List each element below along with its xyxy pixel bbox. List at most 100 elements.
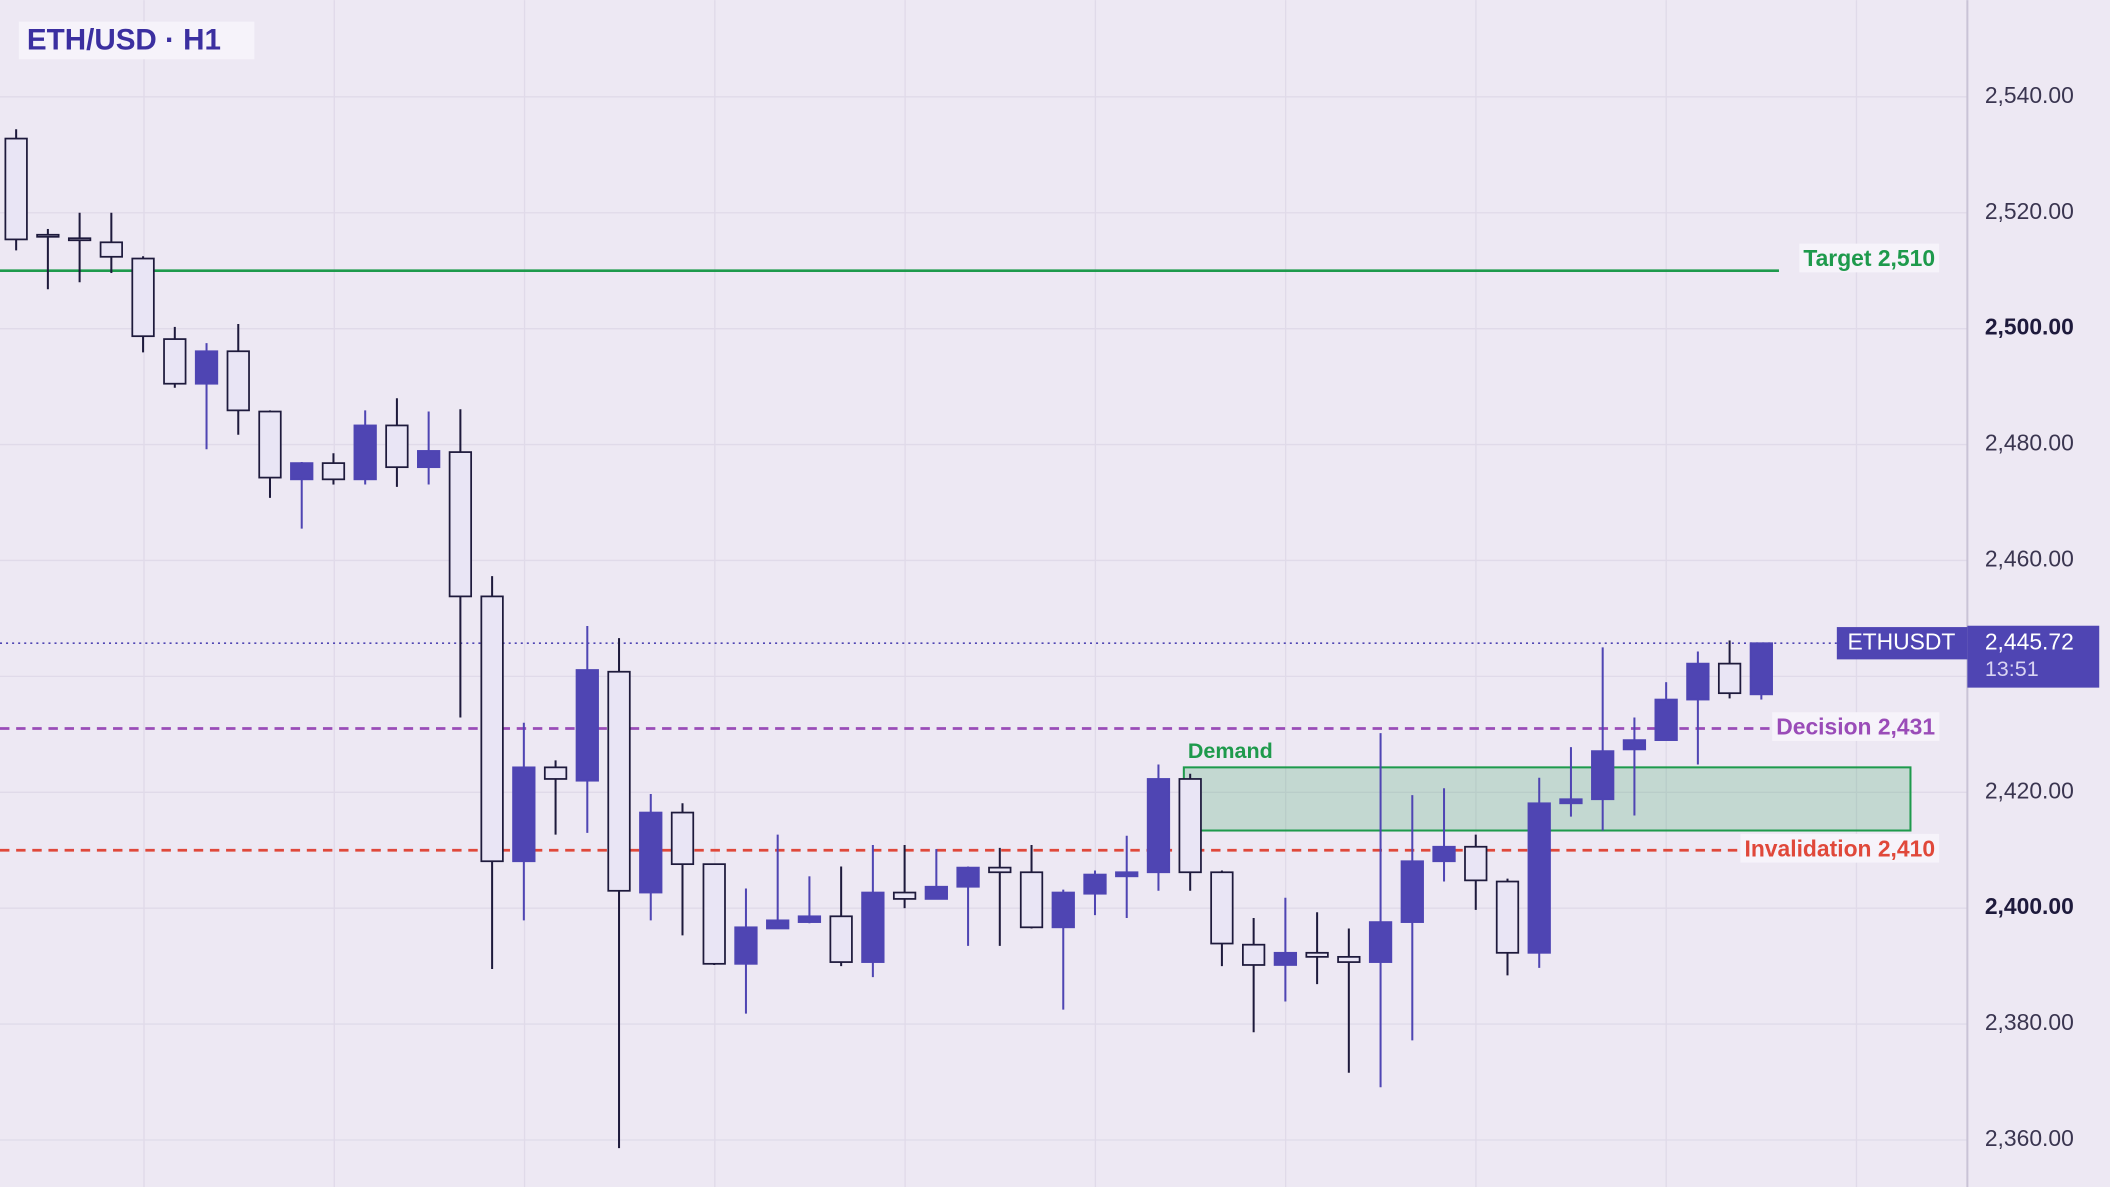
chart-title: ETH/USD · H1	[27, 24, 221, 57]
candle	[385, 398, 409, 487]
candle-body	[988, 866, 1012, 874]
candle-body	[1019, 871, 1044, 929]
candle-body	[385, 424, 409, 469]
candle	[1559, 747, 1583, 817]
candle-body	[321, 462, 346, 481]
candle-body	[734, 926, 758, 965]
candle-body	[1717, 662, 1742, 695]
candle	[290, 461, 314, 529]
price-tag: 2,445.72	[1985, 628, 2074, 654]
candle-body	[892, 891, 917, 900]
candle-body	[1178, 778, 1202, 874]
candle	[861, 845, 885, 978]
candle	[1178, 773, 1202, 891]
candle	[512, 722, 536, 921]
candle-body	[194, 350, 219, 385]
y-tick-label: 2,540.00	[1985, 82, 2074, 108]
symbol-tag-bg	[1836, 627, 1968, 660]
candle	[1749, 642, 1773, 700]
y-tick-label: 2,380.00	[1985, 1009, 2074, 1035]
candle-body	[766, 919, 790, 930]
level-label: Target 2,510	[1803, 245, 1935, 271]
candle	[1146, 764, 1171, 891]
candle	[448, 409, 473, 718]
candle-body	[1749, 642, 1773, 696]
candle-body	[1686, 662, 1710, 701]
candle	[1400, 795, 1424, 1041]
candle	[4, 129, 28, 251]
level-label: Decision 2,431	[1776, 714, 1935, 740]
candle-body	[417, 450, 441, 469]
candle-body	[607, 670, 631, 892]
candle	[1432, 788, 1456, 882]
candle-body	[924, 885, 948, 900]
candle	[670, 803, 695, 936]
candle-body	[353, 424, 377, 481]
candle-body	[829, 915, 853, 963]
candle	[67, 212, 92, 283]
candle-body	[1527, 802, 1551, 954]
candle-body	[1115, 871, 1139, 878]
candle-body	[702, 863, 726, 965]
candle	[702, 863, 726, 965]
candle-body	[956, 866, 980, 888]
candle	[892, 845, 917, 909]
overlay: ETH/USD · H1	[18, 21, 255, 60]
candle-body	[1051, 891, 1075, 929]
candle	[1305, 912, 1329, 985]
candle-body	[4, 137, 28, 241]
candle-body	[163, 338, 187, 385]
y-tick-label: 2,480.00	[1985, 430, 2074, 456]
candle-body	[1305, 951, 1329, 958]
candle	[99, 212, 123, 274]
candle	[1019, 845, 1044, 929]
y-tick-label: 2,420.00	[1985, 777, 2074, 803]
candle	[417, 411, 441, 485]
candle-body	[1464, 845, 1488, 882]
candle-body	[1146, 778, 1171, 874]
candle	[1495, 878, 1520, 976]
candle	[1242, 918, 1266, 1033]
candle-body	[1083, 873, 1107, 895]
candle	[480, 576, 504, 970]
candle	[163, 326, 187, 388]
countdown: 13:51	[1985, 657, 2039, 681]
level-label-bg	[1740, 833, 1940, 863]
y-tick-label: 2,360.00	[1985, 1125, 2074, 1151]
candle-body	[67, 237, 92, 242]
y-tick-label: 2,500.00	[1985, 314, 2074, 340]
candle	[1527, 777, 1551, 968]
candle	[1368, 733, 1393, 1088]
candle-body	[131, 257, 155, 338]
candle	[258, 410, 282, 498]
y-tick-label: 2,460.00	[1985, 546, 2074, 572]
candle-body	[1368, 921, 1393, 963]
candle	[321, 453, 346, 485]
candle-body	[797, 915, 822, 923]
price-tag-bg	[1967, 625, 2100, 688]
candle-body	[670, 811, 695, 866]
candle	[575, 625, 599, 833]
candle	[1654, 682, 1678, 741]
level-label-bg	[1772, 712, 1940, 741]
candle	[1083, 870, 1107, 916]
candle-body	[639, 811, 663, 894]
candle	[1591, 647, 1615, 831]
candle-body	[1591, 750, 1615, 801]
candle	[766, 834, 790, 930]
candle	[924, 849, 948, 900]
candle	[194, 343, 219, 450]
y-tick-label: 2,520.00	[1985, 198, 2074, 224]
level-label-bg	[1799, 243, 1940, 273]
candle	[797, 876, 822, 924]
candles	[4, 129, 1773, 1149]
candle-body	[1559, 798, 1583, 805]
candle-body	[448, 451, 473, 598]
candle	[1115, 835, 1139, 919]
candle	[353, 410, 377, 485]
candle	[1686, 651, 1710, 765]
candle	[1337, 928, 1361, 1073]
candle	[607, 638, 631, 1149]
candle-body	[1622, 739, 1647, 751]
candle-body	[99, 241, 123, 258]
